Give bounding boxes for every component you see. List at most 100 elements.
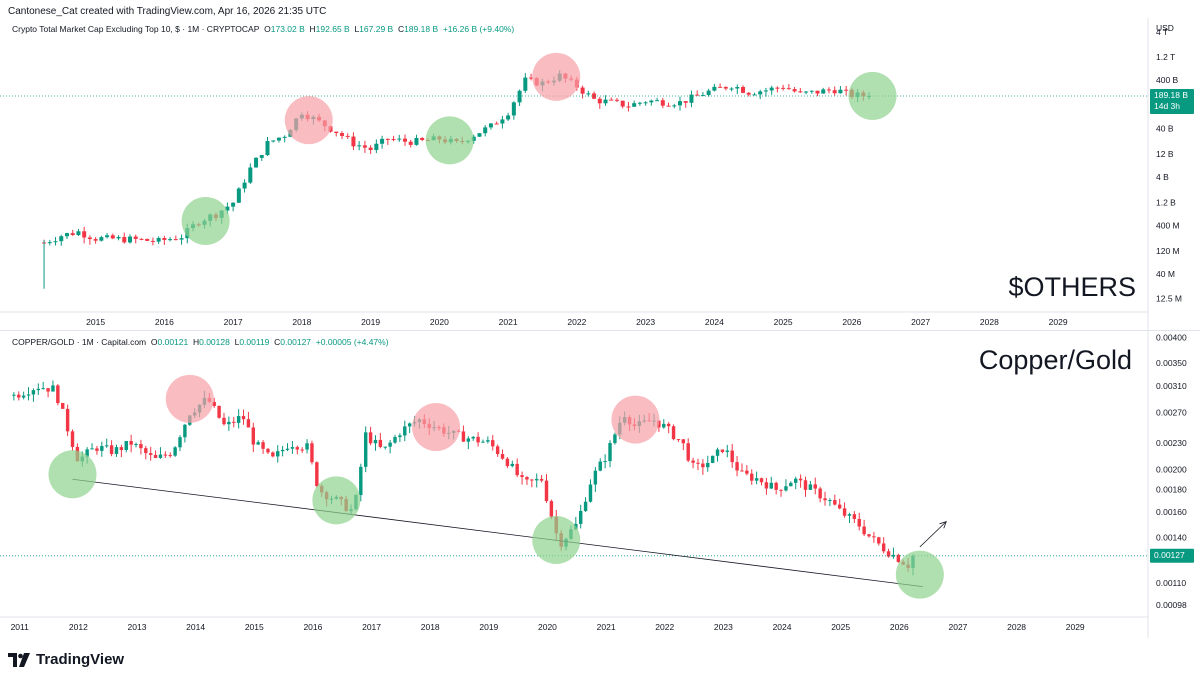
candle-down <box>775 87 780 89</box>
candle-down <box>683 101 688 103</box>
candle-down <box>87 237 92 240</box>
candle-down <box>119 447 124 450</box>
green-highlight-circle <box>848 71 897 120</box>
legend-symbol: Crypto Total Market Cap Excluding Top 10… <box>12 24 260 34</box>
time-tick-label: 2025 <box>831 622 850 632</box>
time-tick-label: 2021 <box>597 622 616 632</box>
candle-up <box>99 237 104 241</box>
candle-up <box>127 236 133 243</box>
projection-arrow[interactable] <box>919 521 947 548</box>
candle-down <box>61 402 65 409</box>
candle-up <box>383 446 387 448</box>
time-tick-label: 2017 <box>224 317 243 327</box>
candle-up <box>481 441 485 443</box>
support-trendline[interactable] <box>72 478 923 588</box>
time-tick-label: 2018 <box>292 317 311 327</box>
candle-up <box>31 390 36 395</box>
time-tick-label: 2011 <box>11 622 30 632</box>
candle-down <box>852 514 857 519</box>
tradingview-wordmark: TradingView <box>36 651 125 668</box>
candle-up <box>36 388 41 391</box>
time-tick-label: 2023 <box>714 622 733 632</box>
candle-up <box>821 89 826 94</box>
candle-up <box>380 138 385 144</box>
candle-up <box>809 90 814 92</box>
time-tick-label: 2020 <box>538 622 557 632</box>
others-chart-pane[interactable]: Crypto Total Market Cap Excluding Top 10… <box>0 18 1200 330</box>
candle-up <box>76 231 81 236</box>
candle-down <box>46 388 50 392</box>
candle-up <box>51 385 55 392</box>
tradingview-logo-icon <box>8 652 30 667</box>
candle-up <box>804 91 809 93</box>
candle-up <box>763 90 768 92</box>
candle-up <box>608 443 612 462</box>
candle-down <box>378 439 383 447</box>
candle-down <box>872 536 876 538</box>
green-highlight-circle <box>181 196 230 245</box>
time-tick-label: 2014 <box>186 622 205 632</box>
time-tick-label: 2016 <box>155 317 174 327</box>
candle-down <box>597 98 602 104</box>
candle-down <box>671 426 676 440</box>
time-tick-label: 2025 <box>774 317 793 327</box>
candle-up <box>183 424 187 438</box>
candle-down <box>798 478 803 481</box>
candle-down <box>148 453 153 455</box>
candle-up <box>471 136 476 141</box>
time-tick-label: 2013 <box>128 622 147 632</box>
candle-down <box>676 439 681 441</box>
candle-up <box>511 102 516 116</box>
copper-gold-title: Copper/Gold <box>978 345 1132 375</box>
candle-down <box>385 138 390 140</box>
candle-up <box>593 470 598 485</box>
candle-down <box>402 138 408 142</box>
candle-down <box>368 432 373 444</box>
time-tick-label: 2021 <box>499 317 518 327</box>
candle-up <box>47 242 52 244</box>
candle-up <box>158 454 163 458</box>
candle-up <box>168 239 173 241</box>
others-chart-svg[interactable]: 4 T 1.2 T 400 B 40 B 12 B 4 B 1.2 B 400 M 120 M 4… <box>0 18 1200 330</box>
candle-down <box>720 449 725 452</box>
candle-down <box>520 475 524 478</box>
candle-down <box>70 233 75 236</box>
candle-up <box>173 447 177 456</box>
candle-up <box>100 446 104 451</box>
candle-down <box>266 448 270 453</box>
candle-down <box>150 240 155 242</box>
red-highlight-circle <box>284 96 333 145</box>
candle-up <box>41 388 45 390</box>
candle-down <box>781 87 786 89</box>
candle-down <box>813 484 817 489</box>
candle-up <box>752 94 757 96</box>
candle-up <box>710 455 715 463</box>
copper-gold-chart-svg[interactable]: 0.00400 0.00350 0.00310 0.00270 0.00230 0.002… <box>0 331 1200 638</box>
candle-up <box>59 236 64 242</box>
candle-up <box>789 482 793 487</box>
candle-up <box>500 119 505 124</box>
candle-up <box>227 421 231 425</box>
candle-down <box>620 100 625 107</box>
candle-up <box>290 447 295 449</box>
time-tick-label: 2019 <box>361 317 380 327</box>
candle-up <box>725 450 730 452</box>
candle-down <box>803 480 808 490</box>
candle-down <box>251 427 256 445</box>
copper-gold-chart-pane[interactable]: COPPER/GOLD · 1M · Capital.com O0.00121 … <box>0 331 1200 638</box>
price-tick-label: 0.00310 <box>1156 381 1187 391</box>
price-tick-label: 0.00140 <box>1156 532 1187 542</box>
candle-up <box>598 461 602 471</box>
candle-up <box>359 466 363 496</box>
candle-up <box>403 426 407 436</box>
candle-down <box>129 441 133 445</box>
candle-up <box>769 482 773 489</box>
candle-down <box>295 447 299 450</box>
candle-up <box>662 423 666 428</box>
candle-up <box>248 167 253 183</box>
candle-down <box>844 89 849 91</box>
candle-up <box>134 444 138 446</box>
candle-down <box>145 238 150 241</box>
candle-down <box>549 501 554 517</box>
pane-divider[interactable] <box>0 330 1200 331</box>
